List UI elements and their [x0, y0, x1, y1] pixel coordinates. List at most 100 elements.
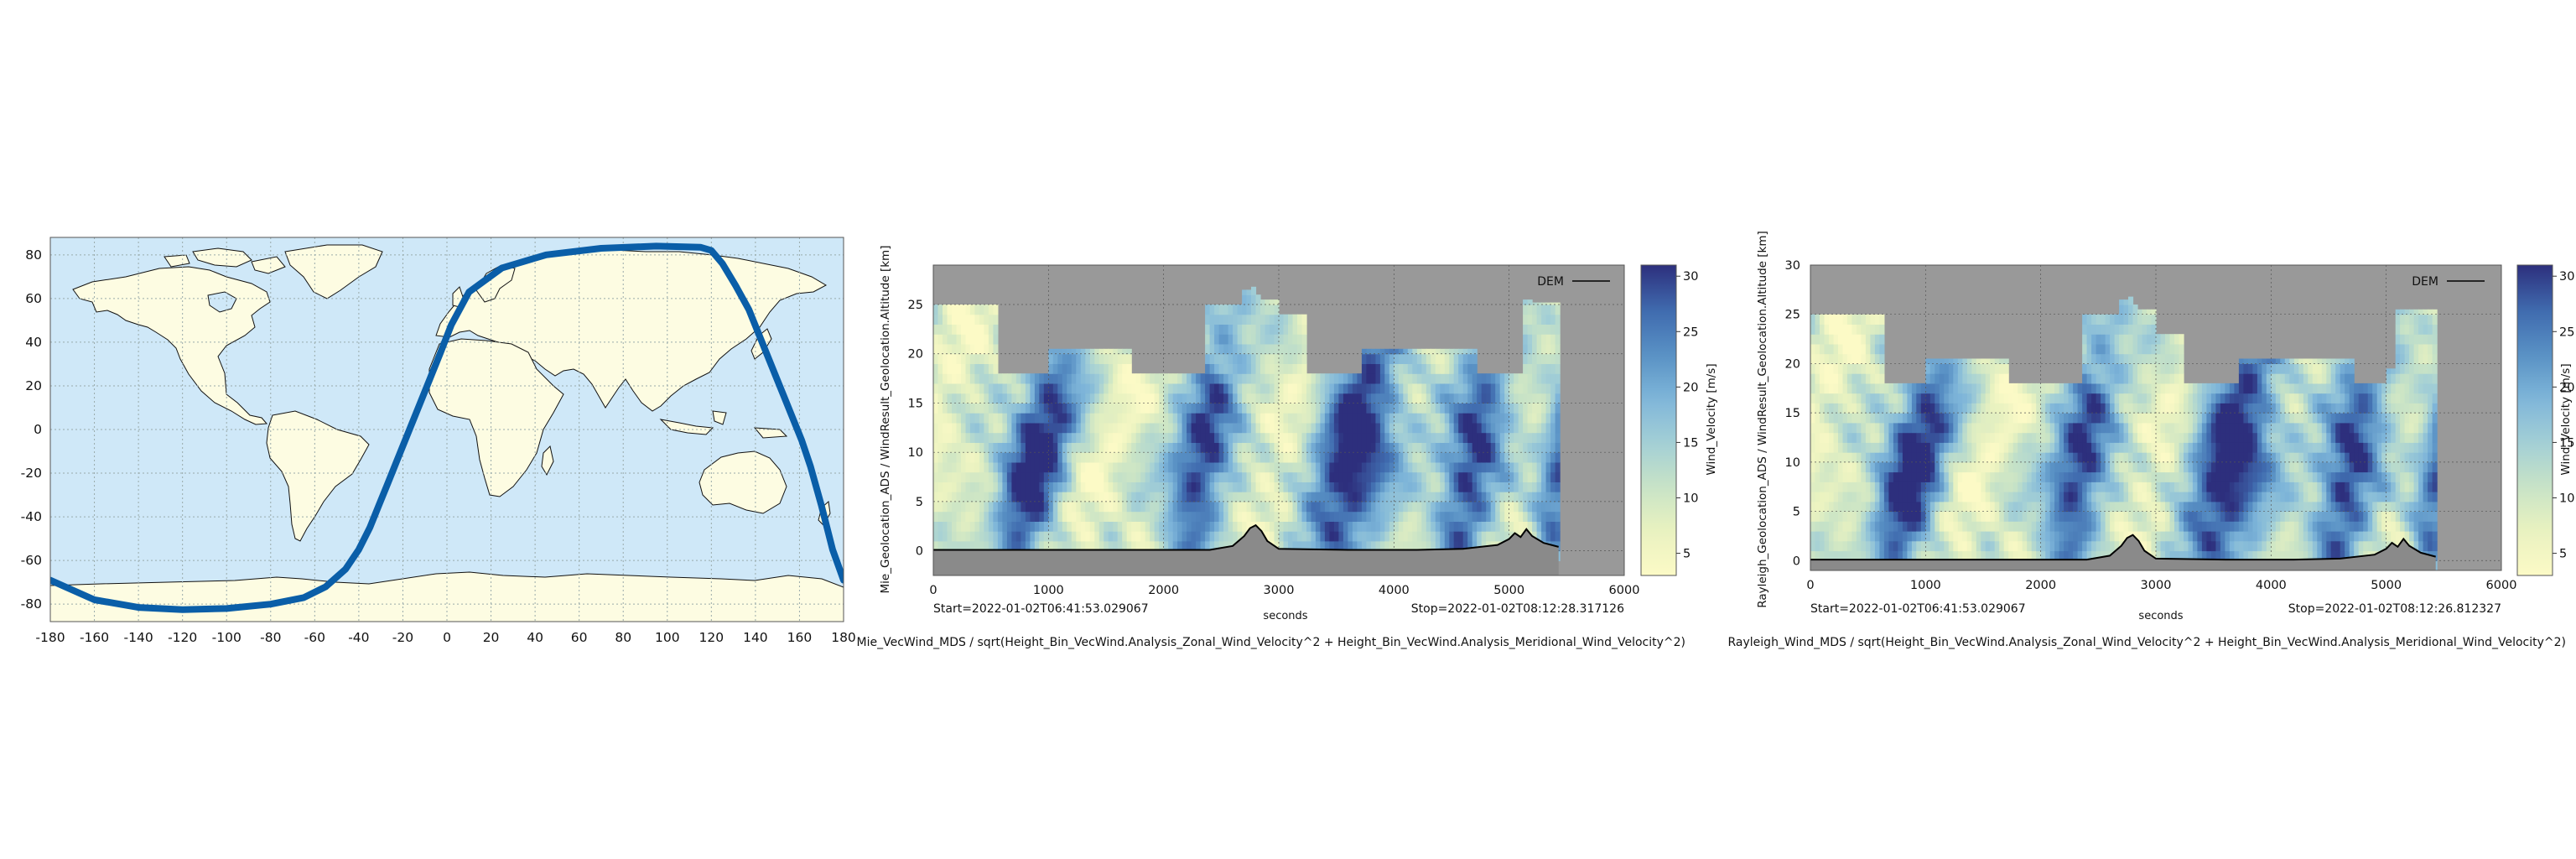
hm1-cell	[1237, 413, 1243, 424]
hm1-cell	[1251, 294, 1257, 305]
hm1-cell	[979, 531, 984, 542]
hm2-cell	[2054, 521, 2060, 532]
hm1-cell	[1541, 442, 1547, 453]
hm1-cell	[1242, 363, 1248, 374]
hm2-cell	[1829, 393, 1835, 403]
hm2-cell	[1999, 432, 2005, 443]
hm2-cell	[1865, 442, 1871, 453]
hm1-cell	[1076, 521, 1082, 532]
hm1-cell	[1113, 471, 1119, 482]
hm1-cell	[1514, 373, 1519, 384]
hm2-cell	[2128, 334, 2134, 345]
hm1-cell	[933, 373, 939, 384]
hm2-cell	[1957, 393, 1963, 403]
hm2-cell	[2096, 432, 2101, 443]
hm1-cell	[974, 393, 980, 403]
hm1-cell	[1270, 482, 1275, 492]
hm1-cell	[997, 442, 1003, 453]
hm1-cell	[961, 521, 967, 532]
hm2-cell	[1879, 531, 1885, 542]
hm1-cell	[1080, 501, 1086, 513]
hm2-cell	[1888, 403, 1894, 414]
hm1-cell	[1260, 334, 1266, 345]
hm1-cell	[1481, 413, 1487, 424]
hm1-cell	[965, 422, 971, 434]
hm1-cell	[1477, 511, 1483, 522]
hm2-cell	[2022, 482, 2028, 492]
hm1-cell	[1523, 492, 1529, 502]
hm2-cell	[1898, 531, 1903, 542]
hm1-cell	[1043, 432, 1049, 443]
hm2-cell	[1920, 383, 1926, 394]
hm1-cell	[1311, 501, 1317, 513]
hm1-cell	[1431, 531, 1436, 542]
hm2-cell	[2086, 531, 2092, 542]
hm1-cell	[1108, 531, 1114, 542]
hm1-cell	[1407, 373, 1413, 384]
hm1-cell	[933, 432, 939, 443]
hm2-cell	[1920, 550, 1926, 561]
hm1-cell	[1467, 540, 1473, 552]
hm1-cell	[1297, 461, 1303, 473]
hm2-cell	[1929, 452, 1935, 463]
hm2-cell	[2096, 452, 2101, 463]
hm1-cell	[1126, 353, 1132, 364]
hm1-cell	[1200, 521, 1206, 532]
hm1-cell	[1324, 432, 1330, 443]
hm1-cell	[1449, 432, 1455, 443]
hm1-cell	[1467, 471, 1473, 482]
hm2-cell	[2105, 353, 2111, 364]
hm1-cell	[1048, 452, 1054, 463]
hm2-cell	[2077, 403, 2083, 414]
hm2-cell	[1898, 471, 1903, 482]
hm1-cell	[1352, 373, 1358, 384]
hm1-cell	[1223, 422, 1229, 434]
hm1-cell	[1052, 432, 1058, 443]
hm1-cell	[1541, 492, 1547, 502]
hm1-cell	[1453, 540, 1459, 552]
hm1-cell	[1412, 521, 1418, 532]
hm1-cell	[1011, 432, 1017, 443]
hm2-cell	[1976, 373, 1981, 384]
hm1-cell	[1187, 403, 1192, 414]
hm2-cell	[2068, 432, 2074, 443]
hm1-cell	[1453, 521, 1459, 532]
hm1-cell	[1025, 422, 1031, 434]
hm1-cell	[1265, 501, 1270, 513]
hm2-cell	[1842, 363, 1848, 374]
hm1-cell	[1352, 521, 1358, 532]
hm2-cell	[2160, 492, 2166, 502]
hm2-cell	[1935, 492, 1940, 502]
hm2-cell	[2105, 511, 2111, 522]
hm1-cell	[1458, 383, 1464, 394]
hm2-cell	[2165, 482, 2171, 492]
hm2-cell	[1948, 363, 1954, 374]
hm2-cell	[2156, 501, 2162, 513]
hm1-cell	[933, 422, 939, 434]
hm1-cell	[965, 540, 971, 552]
hm1-cell	[1389, 461, 1394, 473]
hm2-cell	[1874, 501, 1880, 513]
hm2-cell	[2027, 452, 2033, 463]
hm1-cell	[952, 363, 958, 374]
hm1-cell	[993, 314, 999, 325]
hm2-cell	[2151, 550, 2157, 561]
hm1-cell	[1481, 422, 1487, 434]
hm2-cell	[1953, 403, 1959, 414]
hm2-cell	[2105, 422, 2111, 434]
hm1-cell	[1361, 363, 1367, 374]
hm2-cell	[2114, 540, 2120, 552]
hm1-cell	[1329, 452, 1335, 463]
hm2-cell	[2096, 383, 2101, 394]
hm1-cell	[1504, 383, 1510, 394]
hm2-cell	[1935, 531, 1940, 542]
hm2-cell	[2119, 471, 2125, 482]
hm1-cell	[1431, 461, 1436, 473]
hm2-cell	[1842, 482, 1848, 492]
hm1-cell	[1343, 442, 1348, 453]
hm1-cell	[1527, 373, 1533, 384]
hm1-cell	[1370, 363, 1376, 374]
hm2-cell	[2022, 383, 2028, 394]
hm1-cell	[1545, 302, 1551, 305]
